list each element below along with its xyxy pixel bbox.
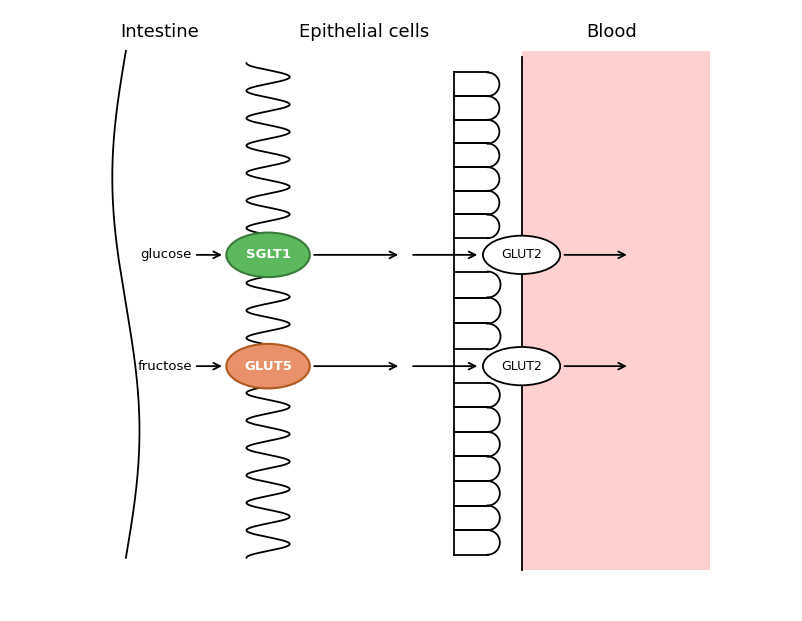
Text: GLUT2: GLUT2 xyxy=(501,248,542,261)
Ellipse shape xyxy=(483,236,560,274)
Ellipse shape xyxy=(226,233,310,277)
Text: Intestine: Intestine xyxy=(120,24,199,42)
Bar xyxy=(521,51,710,570)
Text: fructose: fructose xyxy=(137,360,192,373)
Text: glucose: glucose xyxy=(140,248,192,261)
Ellipse shape xyxy=(483,347,560,385)
Text: SGLT1: SGLT1 xyxy=(245,248,290,261)
Text: GLUT5: GLUT5 xyxy=(244,360,292,373)
Text: Blood: Blood xyxy=(585,24,637,42)
Ellipse shape xyxy=(226,344,310,388)
Text: Epithelial cells: Epithelial cells xyxy=(299,24,429,42)
Text: GLUT2: GLUT2 xyxy=(501,360,542,373)
